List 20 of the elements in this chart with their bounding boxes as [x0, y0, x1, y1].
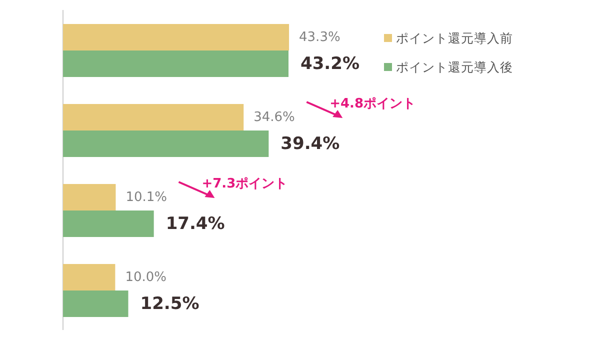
annotation: +7.3ポイント [202, 176, 288, 192]
bar [63, 184, 116, 210]
bar [63, 50, 289, 77]
data-label: 10.0% [125, 270, 167, 285]
bar [63, 24, 290, 50]
data-label: 43.3% [299, 30, 340, 45]
legend-label: ポイント還元導入後 [396, 60, 513, 74]
data-label: 17.4% [166, 214, 225, 234]
bar [63, 210, 154, 237]
data-label: 43.2% [300, 54, 360, 74]
data-label: 34.6% [254, 110, 295, 125]
bar [63, 130, 269, 157]
data-label: 12.5% [140, 294, 200, 314]
bar [63, 264, 116, 290]
data-label: 10.1% [126, 190, 168, 205]
bar [63, 104, 244, 130]
data-label: 39.4% [280, 134, 340, 154]
legend-label: ポイント還元導入前 [396, 30, 513, 46]
text: +4.8ポイント [330, 96, 416, 112]
bar [63, 290, 128, 317]
